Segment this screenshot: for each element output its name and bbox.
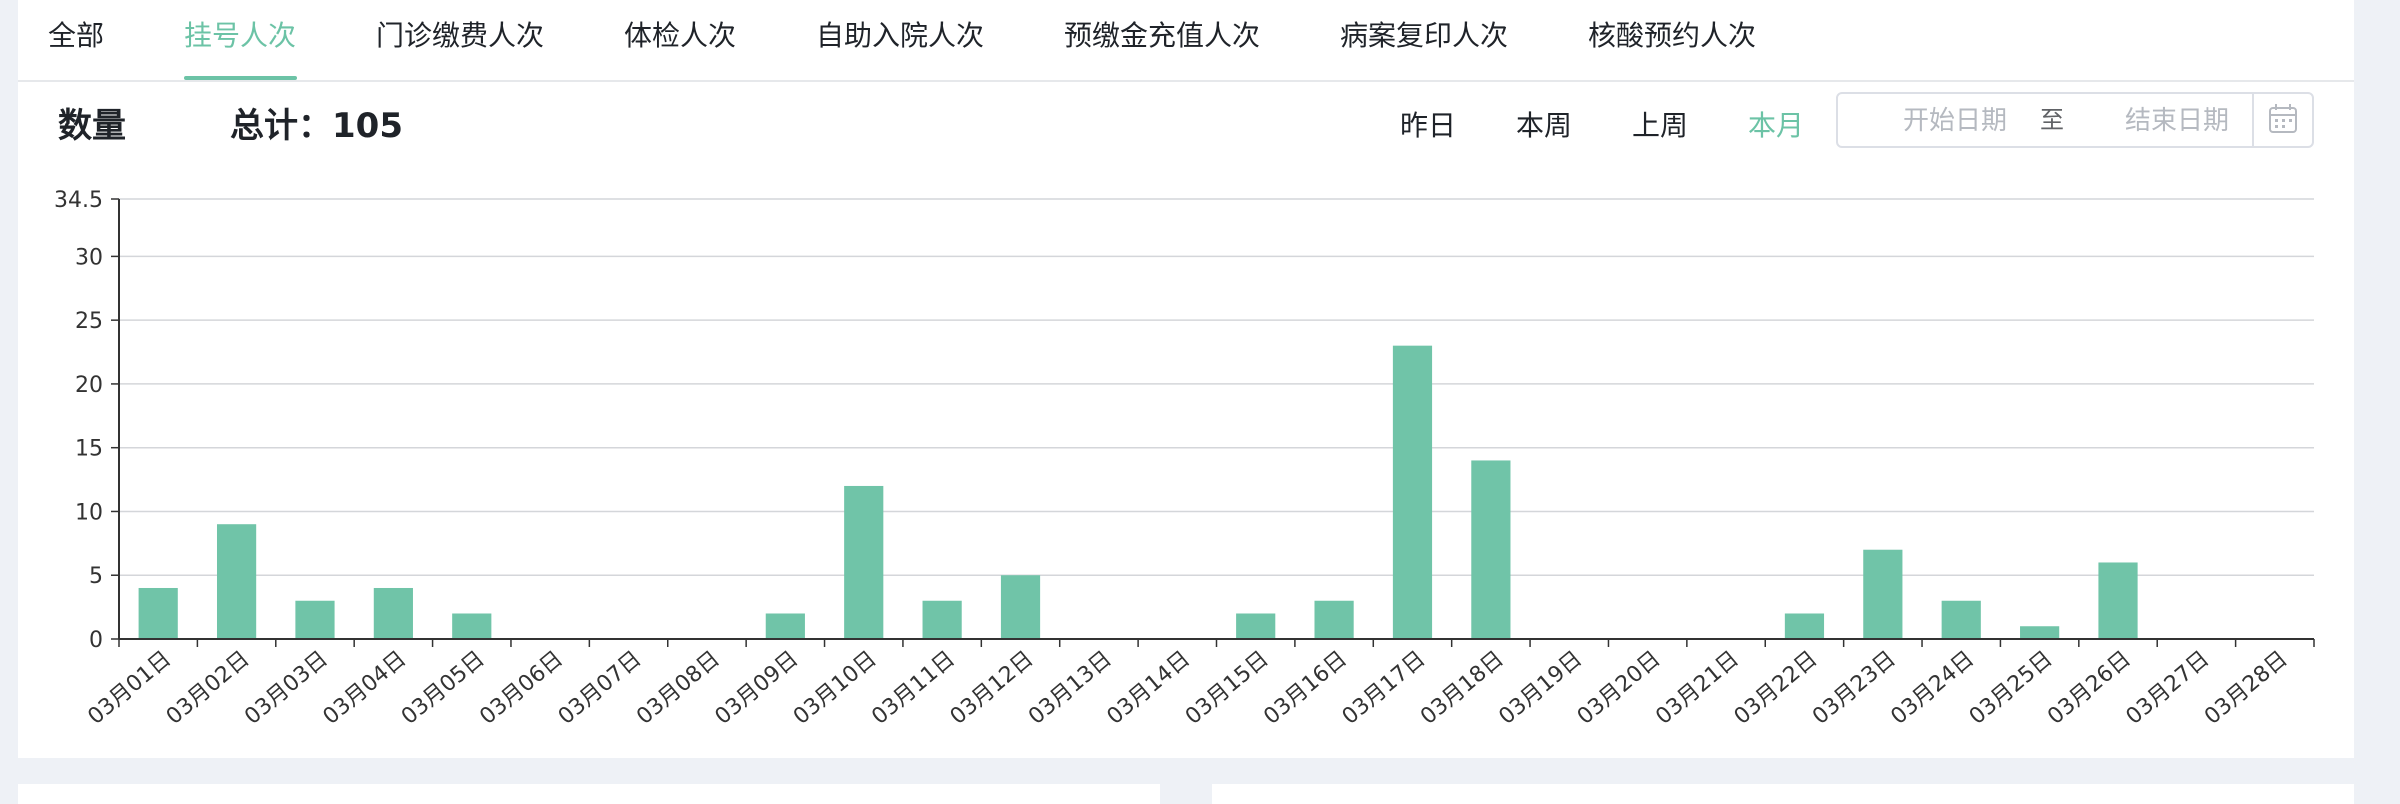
calendar-button[interactable] [2252, 94, 2312, 146]
calendar-icon [2269, 104, 2297, 133]
tab-bar: 全部 挂号人次 门诊缴费人次 体检人次 自助入院人次 预缴金充值人次 病案复印人… [18, 0, 2354, 82]
x-tick-label: 03月13日 [1024, 646, 1117, 729]
x-tick-label: 03月16日 [1259, 646, 1352, 729]
x-tick-label: 03月18日 [1416, 646, 1509, 729]
y-tick-label: 25 [75, 309, 103, 334]
x-tick-label: 03月21日 [1651, 646, 1744, 729]
x-tick-label: 03月22日 [1730, 646, 1823, 729]
tab-record-copy[interactable]: 病案复印人次 [1340, 19, 1509, 52]
tab-self-admission[interactable]: 自助入院人次 [816, 19, 985, 52]
bar [922, 600, 962, 639]
tab-all[interactable]: 全部 [48, 19, 105, 52]
tab-registration[interactable]: 挂号人次 [184, 19, 297, 52]
end-date-input[interactable] [2100, 94, 2254, 148]
x-tick-label: 03月14日 [1102, 646, 1195, 729]
date-separator: 至 [2040, 106, 2064, 134]
y-tick-label: 5 [89, 564, 103, 589]
start-date-input[interactable] [1878, 94, 2032, 148]
x-tick-label: 03月25日 [1965, 646, 2058, 729]
range-this-week[interactable]: 本周 [1516, 109, 1573, 142]
bar [2098, 562, 2138, 639]
tab-prepayment-topup[interactable]: 预缴金充值人次 [1064, 19, 1261, 52]
bar [295, 600, 335, 639]
bar [373, 587, 413, 639]
y-tick-label: 30 [75, 245, 103, 270]
y-tick-label: 0 [89, 628, 103, 653]
bar [844, 485, 884, 639]
bar [2020, 626, 2060, 639]
date-range-picker: 至 [1836, 92, 2314, 148]
x-tick-label: 03月15日 [1181, 646, 1274, 729]
lower-panel-left [18, 784, 1160, 804]
x-tick-label: 03月06日 [475, 646, 568, 729]
x-tick-label: 03月10日 [789, 646, 882, 729]
range-last-week[interactable]: 上周 [1632, 109, 1689, 142]
x-tick-label: 03月07日 [554, 646, 647, 729]
range-this-month[interactable]: 本月 [1748, 109, 1805, 142]
x-tick-label: 03月11日 [867, 646, 960, 729]
tab-nucleic-acid[interactable]: 核酸预约人次 [1588, 19, 1757, 52]
bar [138, 587, 178, 639]
active-tab-indicator [184, 76, 297, 80]
x-tick-label: 03月19日 [1494, 646, 1587, 729]
x-tick-label: 03月08日 [632, 646, 725, 729]
range-yesterday[interactable]: 昨日 [1400, 109, 1457, 142]
total-count: 总计：105 [230, 106, 403, 146]
tab-outpatient-payment[interactable]: 门诊缴费人次 [376, 19, 545, 52]
x-tick-label: 03月20日 [1573, 646, 1666, 729]
bar [1941, 600, 1981, 639]
y-tick-label: 15 [75, 437, 103, 462]
x-tick-label: 03月28日 [2200, 646, 2293, 729]
bar [765, 613, 805, 639]
x-tick-label: 03月05日 [397, 646, 490, 729]
tab-physical-exam[interactable]: 体检人次 [624, 19, 737, 52]
x-tick-label: 03月04日 [319, 646, 412, 729]
x-tick-label: 03月27日 [2122, 646, 2215, 729]
bar [1471, 460, 1511, 639]
x-tick-label: 03月09日 [711, 646, 804, 729]
x-tick-label: 03月26日 [2043, 646, 2136, 729]
bar [1236, 613, 1276, 639]
x-tick-label: 03月23日 [1808, 646, 1901, 729]
bar [1000, 575, 1041, 639]
bar [1314, 600, 1354, 639]
x-tick-label: 03月01日 [83, 646, 176, 729]
x-tick-label: 03月24日 [1886, 646, 1979, 729]
quantity-label: 数量 [58, 106, 126, 146]
lower-panel-right [1212, 784, 2354, 804]
x-tick-label: 03月12日 [946, 646, 1039, 729]
x-tick-label: 03月03日 [240, 646, 333, 729]
y-tick-label: 34.5 [54, 188, 103, 213]
bar [1392, 345, 1433, 639]
bar [1863, 549, 1903, 639]
bar [216, 524, 257, 639]
x-tick-label: 03月17日 [1338, 646, 1431, 729]
x-tick-label: 03月02日 [162, 646, 255, 729]
bar [452, 613, 492, 639]
y-tick-label: 10 [75, 500, 103, 525]
bar [1784, 613, 1825, 639]
chart-toolbar: 数量 总计：105 昨日 本周 上周 本月 至 [18, 82, 2354, 162]
bar-chart: 0 5 10 15 20 25 30 34.5 03月01日03月02日03月03日03月04日… [54, 188, 2315, 730]
y-tick-label: 20 [75, 373, 103, 398]
stats-card: 全部 挂号人次 门诊缴费人次 体检人次 自助入院人次 预缴金充值人次 病案复印人… [18, 0, 2354, 758]
